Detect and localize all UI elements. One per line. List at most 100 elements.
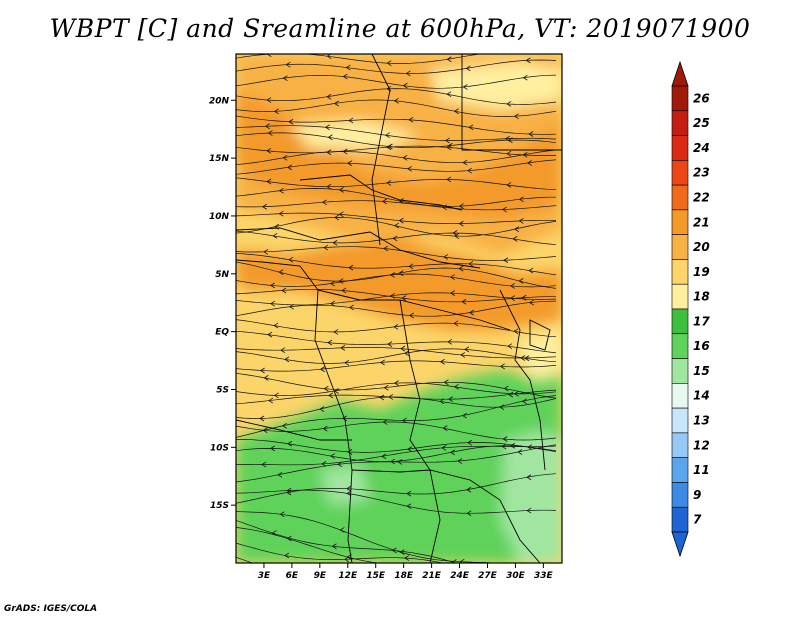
- wbpt-field-orange-north-dark: [236, 90, 562, 220]
- streamline-arrow: [398, 217, 404, 224]
- streamline-arrow: [499, 363, 505, 370]
- streamline: [236, 346, 557, 359]
- streamline-arrow: [453, 108, 459, 115]
- colorbar-swatch: [671, 259, 689, 285]
- streamline: [236, 439, 557, 453]
- streamline: [236, 542, 445, 563]
- streamline-arrow: [458, 220, 464, 227]
- streamline-arrow: [381, 198, 387, 205]
- streamline-arrow: [522, 74, 528, 81]
- streamline-arrow: [284, 356, 290, 363]
- streamline-arrow: [390, 293, 396, 299]
- streamline-arrow: [528, 299, 534, 306]
- streamline-arrow: [267, 331, 273, 338]
- colorbar-swatch: [671, 506, 689, 533]
- streamline-arrow: [264, 123, 270, 130]
- lon-tick-label: 6E: [286, 571, 299, 581]
- streamline-arrow: [446, 56, 452, 63]
- streamline-arrow: [443, 254, 449, 260]
- streamline-arrow: [266, 178, 272, 185]
- map-title: WBPT [C] and Sreamline at 600hPa, VT: 20…: [49, 14, 751, 43]
- streamline-arrow: [514, 226, 520, 232]
- streamline-arrow: [339, 527, 345, 533]
- streamline-arrow: [379, 359, 385, 366]
- streamline-arrow: [526, 507, 532, 514]
- streamline-arrow: [259, 415, 265, 422]
- streamline-arrow: [323, 244, 329, 251]
- streamlines: [236, 54, 557, 573]
- colorbar-swatch: [671, 184, 689, 211]
- lon-tick-label: 12E: [338, 571, 358, 581]
- streamline-arrow: [331, 543, 337, 550]
- map-frame: [235, 53, 563, 564]
- streamline-arrow: [282, 75, 288, 82]
- streamline-arrow: [522, 151, 528, 158]
- lon-tick-label: 9E: [314, 571, 327, 581]
- streamline-arrow: [401, 417, 407, 424]
- streamline-arrow: [398, 270, 404, 276]
- streamline-arrow: [347, 449, 353, 455]
- streamline: [236, 177, 557, 191]
- streamline: [236, 230, 557, 246]
- colorbar-swatch: [671, 333, 689, 359]
- streamline-arrow: [280, 347, 286, 354]
- streamline-arrow: [400, 345, 406, 352]
- streamline-arrow: [451, 559, 457, 563]
- streamline: [236, 132, 557, 149]
- streamline-arrow: [269, 282, 275, 289]
- streamline-arrow: [439, 358, 445, 365]
- streamline-arrow: [287, 440, 293, 447]
- streamline-arrow: [393, 97, 399, 104]
- streamline: [236, 319, 557, 338]
- streamline-arrow: [507, 137, 513, 143]
- streamline-arrow: [327, 339, 333, 346]
- streamline: [236, 556, 254, 563]
- streamline-arrow: [288, 256, 294, 263]
- streamline-arrow: [408, 263, 414, 270]
- streamline-arrow: [468, 124, 474, 131]
- streamline-arrow: [344, 359, 350, 366]
- streamline-arrow: [458, 203, 464, 209]
- colorbar-label: 17: [693, 314, 710, 328]
- colorbar-swatch: [671, 85, 689, 112]
- streamline-arrow: [517, 449, 523, 455]
- streamline: [236, 473, 557, 504]
- streamline-arrow: [461, 298, 467, 305]
- streamline-arrow: [379, 394, 385, 401]
- colorbar-swatch: [671, 283, 689, 310]
- grads-credit: GrADS: IGES/COLA: [4, 604, 98, 614]
- streamline: [236, 99, 557, 117]
- streamline-arrow: [333, 329, 339, 335]
- streamline-arrow: [392, 235, 398, 242]
- streamline: [236, 527, 381, 563]
- streamline-arrow: [507, 343, 513, 350]
- colorbar-swatch: [671, 110, 689, 136]
- streamline-arrow: [345, 64, 351, 71]
- colorbar-label: 19: [693, 265, 710, 279]
- streamline-arrow: [326, 183, 332, 190]
- streamline-arrow: [387, 341, 393, 347]
- streamline-arrow: [261, 203, 267, 210]
- streamline-arrow: [390, 458, 395, 465]
- streamline-arrow: [503, 385, 509, 392]
- streamline-arrow: [444, 137, 450, 144]
- streamline-arrow: [408, 116, 414, 123]
- colorbar-label: 7: [693, 513, 702, 527]
- streamline-arrow: [453, 320, 459, 327]
- streamline-arrow: [524, 355, 530, 362]
- streamline-arrow: [501, 206, 507, 213]
- streamline-arrow: [501, 443, 507, 450]
- streamline-arrow: [402, 154, 408, 161]
- streamline-arrow: [330, 453, 335, 459]
- streamline-arrow: [277, 568, 281, 573]
- streamline-arrow: [506, 150, 512, 157]
- streamline-arrow: [525, 57, 531, 64]
- streamline-arrow: [394, 222, 400, 229]
- streamline: [236, 74, 557, 89]
- streamline-arrow: [389, 272, 395, 278]
- streamline-arrow: [319, 406, 325, 412]
- streamline: [236, 125, 557, 141]
- streamline-arrow: [346, 485, 352, 492]
- streamline-arrow: [513, 328, 519, 335]
- streamline-arrow: [452, 230, 458, 236]
